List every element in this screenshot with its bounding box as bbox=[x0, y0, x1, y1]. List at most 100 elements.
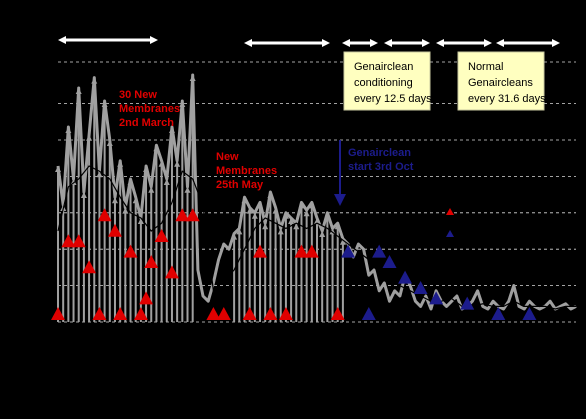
raw-spike-tip-40 bbox=[262, 223, 269, 230]
raw-spike-tip-19 bbox=[153, 145, 160, 152]
blue-marker-0 bbox=[341, 244, 356, 258]
red-marker-23 bbox=[304, 244, 319, 258]
period-arrow-right-3 bbox=[422, 39, 430, 47]
red-marker-16 bbox=[206, 307, 221, 320]
red-marker-7 bbox=[113, 307, 128, 320]
red-marker-6 bbox=[107, 223, 122, 237]
red-marker-11 bbox=[144, 255, 159, 268]
raw-spike-tip-21 bbox=[163, 179, 170, 185]
raw-spike-tip-23 bbox=[174, 160, 181, 167]
raw-spike-tip-44 bbox=[282, 212, 289, 219]
annotation-genairclean-start: Genairclean start 3rd Oct bbox=[348, 147, 414, 173]
raw-spike-tip-54 bbox=[334, 223, 341, 230]
annotation-new-membranes-may: New Membranes 25th May bbox=[216, 151, 280, 191]
period-arrow-left-4 bbox=[436, 39, 444, 47]
raw-spike-tip-52 bbox=[324, 212, 331, 219]
raw-spike-tip-20 bbox=[158, 160, 165, 167]
period-arrow-right-1 bbox=[322, 39, 330, 47]
raw-spike-tip-25 bbox=[184, 186, 191, 193]
red-marker-4 bbox=[92, 307, 107, 320]
annotation-new-membranes-march: 30 New Membranes 2nd March bbox=[119, 89, 183, 129]
raw-spike-tip-7 bbox=[91, 77, 98, 84]
red-marker-18 bbox=[242, 307, 257, 320]
blue-marker-6 bbox=[429, 291, 444, 305]
raw-spike-tip-2 bbox=[65, 127, 72, 133]
raw-spike-tip-35 bbox=[236, 228, 243, 235]
svg-text:Normal Genaircleans: Normal Genaircleans every 31.6 days bbox=[468, 61, 546, 105]
raw-spike-tip-38 bbox=[251, 212, 258, 219]
red-marker-9 bbox=[133, 307, 148, 320]
period-arrow-right-4 bbox=[484, 39, 492, 47]
red-marker-17 bbox=[216, 307, 231, 320]
smoothed-series-line bbox=[57, 165, 576, 310]
raw-spike-tip-47 bbox=[298, 202, 305, 209]
blue-marker-7 bbox=[460, 296, 475, 310]
raw-spike-tip-8 bbox=[96, 171, 103, 178]
red-marker-15 bbox=[185, 208, 200, 222]
legend-blue-marker bbox=[446, 230, 454, 237]
raw-spike-tip-17 bbox=[143, 166, 150, 172]
raw-spike-tip-39 bbox=[257, 202, 264, 209]
raw-spike-tip-4 bbox=[75, 88, 82, 94]
blue-marker-2 bbox=[372, 244, 387, 258]
raw-spike-tip-36 bbox=[241, 197, 248, 204]
raw-spike-tip-24 bbox=[179, 101, 186, 107]
red-marker-1 bbox=[61, 234, 76, 248]
raw-spike-tip-16 bbox=[137, 218, 144, 224]
blue-marker-9 bbox=[522, 307, 537, 320]
raw-spike-tip-11 bbox=[111, 197, 118, 204]
red-marker-2 bbox=[71, 234, 86, 248]
red-marker-3 bbox=[82, 260, 97, 274]
raw-spike-tip-37 bbox=[246, 207, 253, 214]
raw-spike-tip-26 bbox=[189, 75, 196, 81]
raw-spike-tip-13 bbox=[122, 207, 129, 214]
genairclean-start-arrowhead bbox=[334, 194, 346, 206]
raw-spike-tip-55 bbox=[339, 238, 346, 245]
raw-spike-tip-41 bbox=[267, 192, 274, 198]
red-marker-24 bbox=[330, 307, 345, 320]
red-marker-22 bbox=[294, 244, 309, 258]
period-arrow-left-2 bbox=[342, 39, 350, 47]
raw-spike-tip-18 bbox=[148, 186, 155, 193]
red-marker-10 bbox=[139, 291, 154, 305]
legend-red-marker bbox=[446, 208, 454, 215]
red-marker-13 bbox=[164, 265, 179, 279]
period-arrow-right-2 bbox=[370, 39, 378, 47]
raw-spike-tip-22 bbox=[168, 127, 175, 133]
raw-spike-tip-46 bbox=[293, 223, 300, 230]
red-marker-0 bbox=[51, 307, 65, 320]
blue-marker-5 bbox=[413, 281, 428, 294]
raw-spike-tip-0 bbox=[55, 166, 61, 172]
red-marker-19 bbox=[253, 244, 268, 258]
raw-spike-tip-14 bbox=[127, 179, 134, 185]
red-marker-14 bbox=[175, 208, 190, 222]
period-arrow-left-0 bbox=[58, 36, 66, 44]
raw-spike-tip-15 bbox=[132, 197, 139, 204]
raw-spike-tip-45 bbox=[288, 218, 295, 224]
period-arrow-right-5 bbox=[552, 39, 560, 47]
raw-spike-tip-51 bbox=[319, 231, 326, 237]
blue-marker-8 bbox=[491, 307, 506, 320]
raw-spike-tip-9 bbox=[101, 101, 108, 107]
raw-spike-tip-50 bbox=[314, 218, 320, 224]
blue-marker-3 bbox=[382, 255, 397, 268]
red-marker-12 bbox=[154, 229, 169, 242]
period-arrow-right-0 bbox=[150, 36, 158, 44]
red-marker-8 bbox=[123, 244, 138, 258]
red-marker-21 bbox=[278, 307, 293, 320]
red-marker-5 bbox=[97, 208, 112, 222]
raw-spike-tip-6 bbox=[86, 134, 93, 141]
raw-spike-tip-48 bbox=[303, 210, 310, 217]
blue-marker-4 bbox=[398, 270, 413, 284]
raw-spike-tip-49 bbox=[308, 202, 315, 209]
raw-spike-tip-42 bbox=[272, 207, 279, 214]
raw-spike-tip-43 bbox=[277, 228, 284, 235]
raw-spike-tip-5 bbox=[80, 192, 87, 198]
conditioning-box: Genairclean conditioning every 12.5 days bbox=[343, 51, 432, 111]
blue-marker-1 bbox=[361, 307, 376, 320]
period-arrow-left-1 bbox=[244, 39, 252, 47]
raw-spike-tip-12 bbox=[117, 160, 124, 167]
period-arrow-left-3 bbox=[384, 39, 392, 47]
